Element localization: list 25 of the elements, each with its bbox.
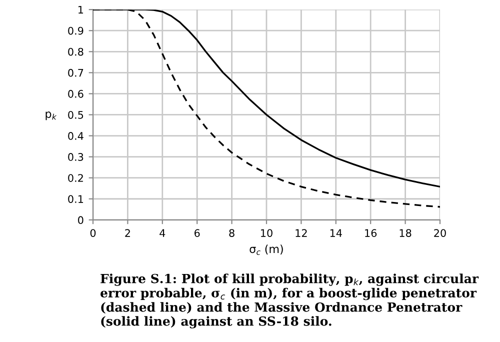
- y-tick-label: 0.3: [68, 153, 84, 161]
- y-tick-label: 0.4: [68, 132, 84, 140]
- x-tick-label: 0: [90, 229, 96, 237]
- y-tick-label: 0.8: [68, 48, 84, 56]
- y-tick-label: 0.2: [68, 174, 83, 182]
- y-tick-label: 0.5: [68, 110, 84, 119]
- y-axis-title: p$_{k}$: [46, 112, 57, 120]
- text: Figure S.1: Plot of kill probability, p$_{k}$, against circular error probable, σ$_{c}$ (in m), for a boost-glide penetrator (dashed line) and the Massive Ordnance Penetrator (solid line) against an SS-18 silo.: [100, 274, 479, 328]
- x-axis-title: σ$_{c}$ (m): [250, 244, 283, 255]
- x-tick-label: 20: [434, 229, 446, 237]
- x-tick-label: 12: [296, 229, 307, 237]
- x-tick-label: 10: [261, 229, 272, 237]
- x-tick-label: 18: [400, 229, 412, 237]
- x-tick-label: 8: [229, 229, 234, 237]
- y-tick-label: 0.7: [68, 68, 84, 77]
- x-tick-label: 4: [160, 229, 166, 237]
- y-tick-label: 0: [78, 216, 84, 224]
- y-tick-label: 0.6: [68, 90, 84, 98]
- x-tick-label: 14: [330, 229, 342, 237]
- x-tick-label: 2: [125, 229, 130, 237]
- x-tick-label: 16: [365, 229, 377, 237]
- y-tick-label: 0.1: [68, 195, 84, 203]
- x-tick-label: 6: [194, 229, 200, 237]
- y-tick-label: 1: [78, 6, 84, 14]
- y-tick-label: 0.9: [68, 26, 84, 35]
